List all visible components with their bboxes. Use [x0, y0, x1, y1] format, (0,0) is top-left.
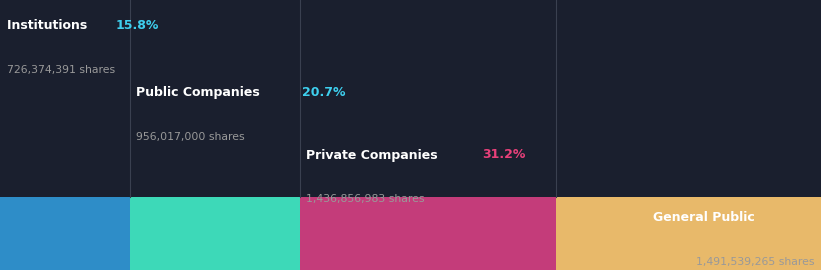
- Text: 1,436,856,983 shares: 1,436,856,983 shares: [306, 194, 424, 204]
- Text: 1,491,539,265 shares: 1,491,539,265 shares: [696, 256, 814, 266]
- Text: 726,374,391 shares: 726,374,391 shares: [7, 65, 115, 75]
- Bar: [300, 197, 556, 270]
- Text: 32.3%: 32.3%: [771, 211, 814, 224]
- Text: 20.7%: 20.7%: [301, 86, 345, 99]
- Text: 31.2%: 31.2%: [482, 148, 525, 161]
- Text: General Public: General Public: [653, 211, 759, 224]
- Bar: [0, 197, 130, 270]
- Text: Private Companies: Private Companies: [306, 148, 443, 161]
- Text: 956,017,000 shares: 956,017,000 shares: [136, 132, 245, 142]
- Text: Public Companies: Public Companies: [136, 86, 264, 99]
- Text: Institutions: Institutions: [7, 19, 91, 32]
- Text: 15.8%: 15.8%: [116, 19, 159, 32]
- Bar: [556, 197, 821, 270]
- Bar: [130, 197, 300, 270]
